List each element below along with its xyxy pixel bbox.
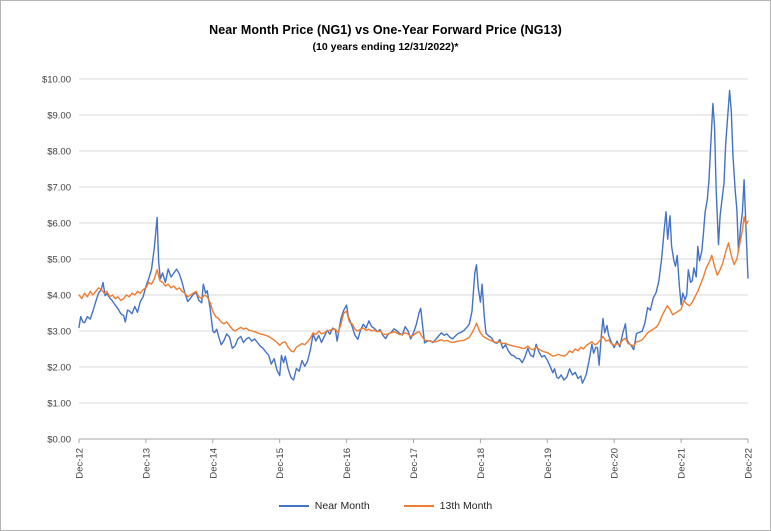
series-line-13th-month	[78, 216, 749, 357]
y-axis-tick-label: $6.00	[47, 219, 71, 230]
y-axis-tick-label: $10.00	[42, 75, 71, 86]
x-axis-tick-label: Dec-16	[342, 448, 353, 479]
x-axis-tick-label: Dec-18	[476, 448, 487, 479]
y-axis-tick-label: $5.00	[47, 255, 71, 266]
y-axis-tick-label: $0.00	[47, 435, 71, 446]
chart-subtitle: (10 years ending 12/31/2022)*	[312, 41, 459, 53]
x-axis-tick-label: Dec-21	[677, 448, 688, 479]
x-axis-tick-label: Dec-22	[744, 448, 755, 479]
legend-line-near-month	[278, 505, 309, 507]
y-axis-tick-label: $9.00	[47, 111, 71, 122]
legend-item-13th-month: 13th Month	[403, 500, 493, 512]
y-axis-tick-label: $4.00	[47, 291, 71, 302]
y-axis-tick-label: $2.00	[47, 363, 71, 374]
y-axis-tick-label: $3.00	[47, 327, 71, 338]
y-axis-tick-label: $1.00	[47, 399, 71, 410]
x-axis-tick-label: Dec-17	[409, 448, 420, 479]
x-axis-tick-label: Dec-12	[75, 448, 86, 479]
x-axis-tick-label: Dec-14	[208, 448, 219, 479]
x-axis-tick-label: Dec-19	[543, 448, 554, 479]
x-axis-tick-label: Dec-20	[610, 448, 621, 479]
chart-legend: Near Month 13th Month	[1, 500, 770, 512]
legend-label-near-month: Near Month	[314, 500, 370, 512]
legend-item-near-month: Near Month	[278, 500, 370, 512]
legend-label-13th-month: 13th Month	[439, 500, 493, 512]
y-axis-tick-label: $8.00	[47, 147, 71, 158]
x-axis-tick-label: Dec-13	[141, 448, 152, 479]
chart-title: Near Month Price (NG1) vs One-Year Forwa…	[209, 23, 562, 37]
series-line-near-month	[78, 89, 749, 384]
y-axis-tick-label: $7.00	[47, 183, 71, 194]
legend-line-13th-month	[403, 505, 434, 507]
x-axis-tick-label: Dec-15	[275, 448, 286, 479]
